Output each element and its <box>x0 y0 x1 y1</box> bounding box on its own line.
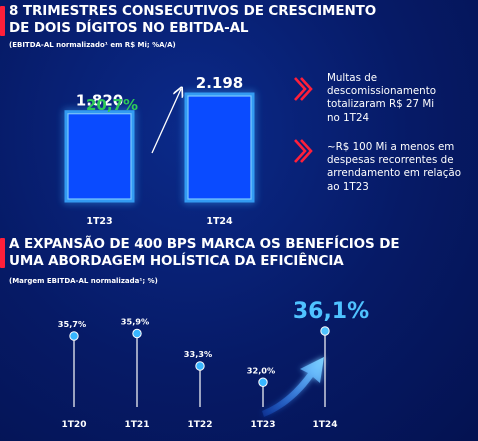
section2-title-line1: A EXPANSÃO DE 400 BPS MARCA OS BENEFÍCIO… <box>9 236 400 252</box>
lollipop-dot <box>258 377 268 387</box>
lollipop-dot <box>320 326 330 336</box>
bullet1-line: descomissionamento <box>327 85 437 98</box>
bullet2-line: ~R$ 100 Mi a menos em <box>327 141 455 153</box>
bar-value-label: 2.198 <box>196 74 243 92</box>
x-tick-label: 1T22 <box>188 420 213 430</box>
bullet2-text: ~R$ 100 Mi a menos em despesas recorrent… <box>327 141 467 194</box>
bullet2-line: arrendamento em relação <box>327 167 462 180</box>
lollipop-dot <box>132 328 142 339</box>
x-tick-label: 1T21 <box>125 420 150 430</box>
chevron-right-icon <box>294 77 313 101</box>
bar <box>67 113 132 200</box>
bullet2-chevron <box>292 138 314 168</box>
x-tick-label: 1T20 <box>62 420 87 430</box>
bullet1-chevron <box>292 76 314 106</box>
bullet1-line: totalizaram R$ 27 Mi <box>327 98 435 111</box>
highlight-value-label: 36,1% <box>293 299 369 324</box>
bullet2-line: despesas recorrentes de <box>327 154 454 167</box>
x-tick-label: 1T23 <box>86 216 112 227</box>
bar-glow <box>184 92 255 203</box>
section1-heading: 8 TRIMESTRES CONSECUTIVOS DE CRESCIMENTO… <box>9 3 376 49</box>
lollipop-dot <box>195 361 205 371</box>
section1-subtitle: (EBITDA-AL normalizado¹ em R$ Mi; %A/A) <box>9 41 176 49</box>
growth-arrow <box>151 89 181 154</box>
x-tick-label: 1T24 <box>206 216 233 227</box>
highlight-arrow <box>262 357 324 417</box>
lollipop-dot <box>69 331 79 341</box>
bar-glow <box>64 110 135 203</box>
section2-title-line2: UMA ABORDAGEM HOLÍSTICA DA EFICIÊNCIA <box>9 253 344 269</box>
bar <box>187 95 252 200</box>
section2-accent-bar <box>0 238 5 268</box>
x-tick-label: 1T24 <box>313 420 338 430</box>
bullet1-text: Multas de descomissionamento totalizaram… <box>327 72 467 125</box>
section1-accent-bar <box>0 6 5 36</box>
growth-label: 20,7% <box>86 96 138 114</box>
lollipop-value-label: 33,3% <box>184 349 212 359</box>
section2-heading: A EXPANSÃO DE 400 BPS MARCA OS BENEFÍCIO… <box>9 236 400 285</box>
bullet1-line: Multas de <box>327 72 378 84</box>
section2-subtitle: (Margem EBITDA-AL normalizada¹; %) <box>9 277 158 285</box>
chevron-right-icon <box>294 139 313 163</box>
ebitda-bar-chart: 1.820 1T23 2.198 1T24 20,7% <box>64 74 255 227</box>
bullet1-line: no 1T24 <box>327 111 370 124</box>
x-tick-label: 1T23 <box>251 420 276 430</box>
lollipop-value-label: 35,7% <box>58 319 86 329</box>
margin-lollipop-chart: 35,7% 1T20 35,9% 1T21 33,3% 1T22 32,0% 1T23 36,1… <box>58 299 369 430</box>
section1-title-line2: DE DOIS DÍGITOS NO EBITDA-AL <box>9 20 249 36</box>
lollipop-value-label: 35,9% <box>121 317 149 327</box>
bullet2-line: ao 1T23 <box>327 180 369 193</box>
lollipop-value-label: 32,0% <box>247 365 275 375</box>
bar-value-label: 1.820 <box>76 92 123 110</box>
section1-title-line1: 8 TRIMESTRES CONSECUTIVOS DE CRESCIMENTO <box>9 3 377 19</box>
